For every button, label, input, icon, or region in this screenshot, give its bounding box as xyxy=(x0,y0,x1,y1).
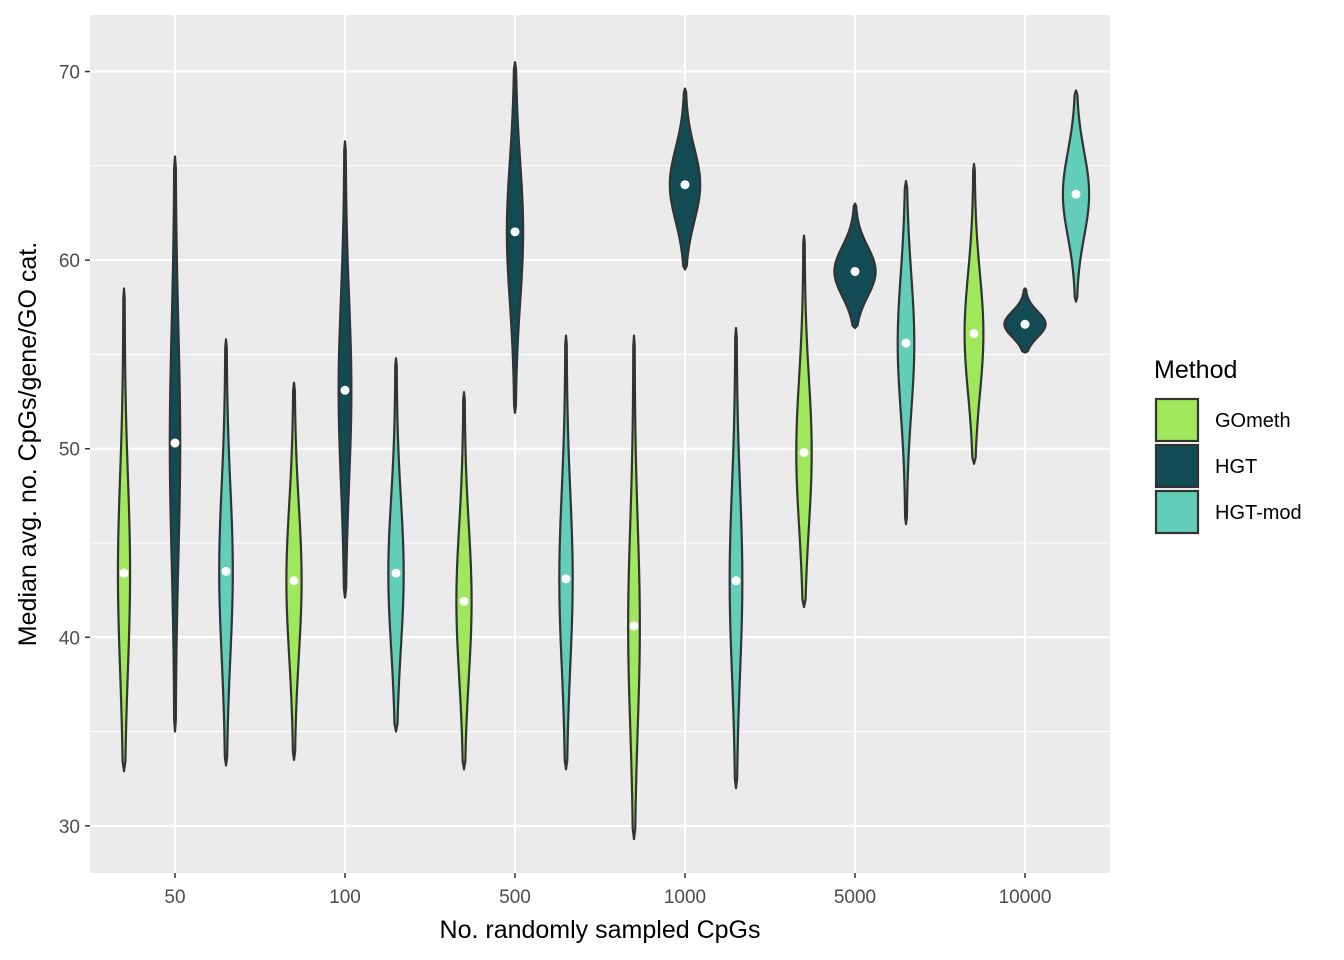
median-point xyxy=(1020,319,1030,329)
violin-hgt-5000 xyxy=(833,202,877,330)
violin-hgt-mod-1000 xyxy=(728,326,744,790)
median-point xyxy=(119,568,129,578)
median-point xyxy=(510,227,520,237)
median-point xyxy=(731,576,741,586)
legend-title: Method xyxy=(1154,356,1237,384)
legend-label: HGT xyxy=(1215,456,1257,478)
x-tick-label: 1000 xyxy=(664,887,706,908)
legend-key xyxy=(1154,443,1200,489)
x-tick-label: 100 xyxy=(329,887,361,908)
minor-gridlines xyxy=(90,165,1110,733)
violin-hgt-500 xyxy=(505,61,525,414)
y-tick-label: 60 xyxy=(59,251,80,272)
y-tick-label: 40 xyxy=(59,628,80,649)
median-point xyxy=(1071,189,1081,199)
plot-panel xyxy=(90,15,1110,873)
median-point xyxy=(629,621,639,631)
median-point xyxy=(561,574,571,584)
median-point xyxy=(969,329,979,339)
median-point xyxy=(799,447,809,457)
legend-label: GOmeth xyxy=(1215,410,1291,432)
violin-hgt-mod-50 xyxy=(218,338,234,767)
y-tick-label: 30 xyxy=(59,817,80,838)
median-point xyxy=(391,568,401,578)
median-point xyxy=(850,266,860,276)
violin-gometh-100 xyxy=(285,381,303,761)
x-axis-title: No. randomly sampled CpGs xyxy=(440,916,761,944)
median-point xyxy=(289,576,299,586)
violin-hgt-1000 xyxy=(668,87,702,271)
violin-hgt-mod-500 xyxy=(558,334,574,771)
median-point xyxy=(221,566,231,576)
legend-label: HGT-mod xyxy=(1215,502,1302,524)
y-axis: 30 40 50 60 70 xyxy=(59,63,90,838)
violin-gometh-5000 xyxy=(795,234,813,609)
violin-hgt-100 xyxy=(337,140,353,599)
legend: Method GOmeth HGT HGT-mod xyxy=(1154,356,1302,535)
x-tick-label: 5000 xyxy=(834,887,876,908)
median-point xyxy=(340,385,350,395)
violin-hgt-mod-100 xyxy=(387,357,405,733)
legend-key xyxy=(1154,397,1200,443)
x-tick-label: 10000 xyxy=(999,887,1052,908)
violin-gometh-10000 xyxy=(963,162,985,465)
x-tick-label: 50 xyxy=(164,887,185,908)
x-tick-label: 500 xyxy=(499,887,531,908)
y-tick-label: 50 xyxy=(59,440,80,461)
violin-gometh-500 xyxy=(455,391,473,771)
median-point xyxy=(901,338,911,348)
violin-gometh-1000 xyxy=(627,334,641,841)
median-point xyxy=(170,438,180,448)
violin-layer xyxy=(116,61,1091,841)
median-point xyxy=(459,596,469,606)
y-axis-title: Median avg. no. CpGs/gene/GO cat. xyxy=(14,242,42,646)
x-axis: 50 100 500 1000 5000 10000 xyxy=(164,873,1051,908)
violin-hgt-mod-5000 xyxy=(896,179,916,526)
median-point xyxy=(680,180,690,190)
legend-key xyxy=(1154,489,1200,535)
violin-gometh-50 xyxy=(116,287,132,773)
y-tick-label: 70 xyxy=(59,63,80,84)
